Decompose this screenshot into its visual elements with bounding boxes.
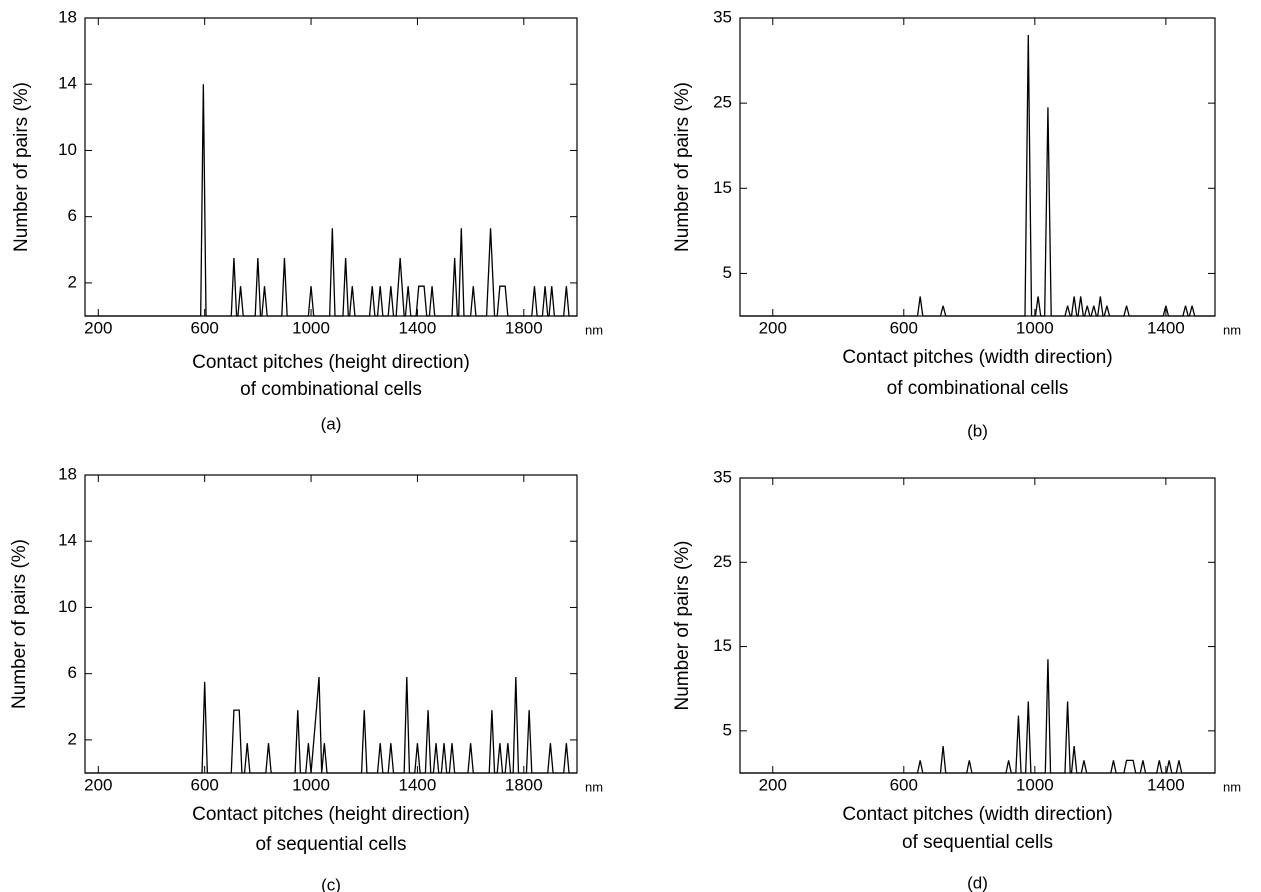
x-tick-label: 1400: [1147, 775, 1185, 794]
y-tick-label: 10: [58, 597, 77, 616]
x-tick-label: 1000: [1016, 318, 1054, 337]
y-axis-label: Number of pairs (%): [672, 82, 693, 252]
x-tick-label: 1000: [292, 318, 330, 337]
caption: (b): [967, 421, 988, 440]
y-tick-label: 15: [713, 178, 732, 197]
plot-frame: [739, 477, 1216, 774]
y-tick-label: 15: [713, 636, 732, 655]
plot-frame: [84, 474, 578, 774]
x-axis-label: Contact pitches (height direction): [192, 804, 470, 825]
y-tick-label: 25: [713, 552, 732, 571]
y-tick-label: 18: [58, 464, 77, 483]
y-tick-label: 14: [58, 531, 77, 550]
data-line: [740, 659, 1215, 774]
x-axis-label: of combinational cells: [887, 378, 1069, 399]
x-axis-label: of combinational cells: [240, 379, 422, 400]
x-tick-label: 200: [759, 318, 787, 337]
x-tick-label: 200: [84, 318, 112, 337]
y-tick-label: 14: [58, 74, 77, 93]
panel: 5 15 25 35 200 600 1000 1400 nm Number of pairs (…: [672, 467, 1241, 892]
y-tick-label: 2: [68, 729, 77, 748]
panel: 2 6 10 14 18 200 600 1000 1400 1800 nm Number of pa…: [11, 7, 603, 433]
plot-frame: [739, 17, 1216, 317]
caption: (a): [321, 414, 342, 433]
y-tick-label: 25: [713, 93, 732, 112]
x-axis-label: Contact pitches (width direction): [842, 804, 1112, 825]
x-tick-label: 600: [190, 318, 218, 337]
y-tick-label: 5: [723, 720, 732, 739]
x-tick-label: 1400: [399, 318, 437, 337]
y-tick-label: 2: [68, 272, 77, 291]
panel: 2 6 10 14 18 200 600 1000 1400 1800 nm Number of pa…: [9, 464, 603, 892]
x-unit: nm: [1223, 779, 1241, 794]
x-unit: nm: [1223, 322, 1241, 337]
x-tick-label: 600: [890, 318, 918, 337]
x-axis-label: Contact pitches (width direction): [842, 347, 1112, 368]
plot-frame: [84, 17, 578, 317]
y-tick-label: 35: [713, 467, 732, 486]
x-tick-label: 1800: [505, 775, 543, 794]
x-tick-label: 200: [759, 775, 787, 794]
data-line: [85, 84, 577, 317]
y-tick-label: 18: [58, 7, 77, 26]
caption: (d): [967, 873, 988, 892]
y-axis-label: Number of pairs (%): [11, 82, 32, 252]
x-unit: nm: [585, 779, 603, 794]
y-axis-label: Number of pairs (%): [9, 539, 30, 709]
x-tick-label: 600: [890, 775, 918, 794]
x-tick-label: 1800: [505, 318, 543, 337]
y-tick-label: 6: [68, 206, 77, 225]
x-tick-label: 1000: [292, 775, 330, 794]
y-tick-label: 6: [68, 663, 77, 682]
data-line: [740, 35, 1215, 317]
panel: 5 15 25 35 200 600 1000 1400 nm Number of pairs (…: [672, 7, 1241, 440]
y-axis-label: Number of pairs (%): [672, 541, 693, 711]
y-tick-label: 10: [58, 140, 77, 159]
caption: (c): [321, 875, 341, 892]
x-tick-label: 200: [84, 775, 112, 794]
x-tick-label: 1400: [1147, 318, 1185, 337]
x-axis-label: of sequential cells: [902, 832, 1053, 853]
y-tick-label: 35: [713, 7, 732, 26]
x-axis-label: of sequential cells: [255, 834, 406, 855]
x-tick-label: 1000: [1016, 775, 1054, 794]
x-tick-label: 600: [190, 775, 218, 794]
x-unit: nm: [585, 322, 603, 337]
data-line: [85, 676, 577, 774]
x-tick-label: 1400: [399, 775, 437, 794]
x-axis-label: Contact pitches (height direction): [192, 352, 470, 373]
y-tick-label: 5: [723, 263, 732, 282]
